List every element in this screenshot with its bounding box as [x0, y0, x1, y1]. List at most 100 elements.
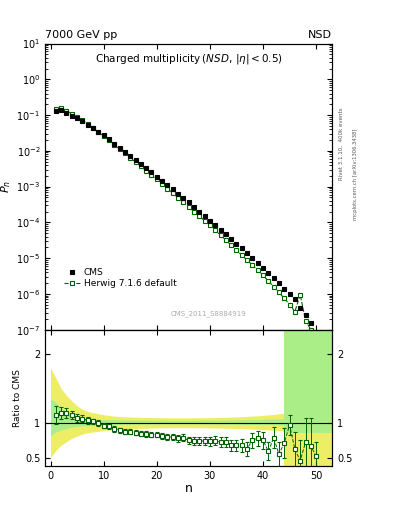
CMS: [96, 129, 101, 135]
Herwig 7.1.6 default: [202, 218, 207, 224]
Herwig 7.1.6 default: [80, 117, 85, 123]
Herwig 7.1.6 default: [277, 289, 281, 295]
Legend: CMS, Herwig 7.1.6 default: CMS, Herwig 7.1.6 default: [61, 265, 179, 291]
CMS: [202, 213, 207, 219]
Herwig 7.1.6 default: [165, 185, 170, 191]
X-axis label: n: n: [185, 482, 193, 495]
CMS: [197, 208, 202, 215]
Herwig 7.1.6 default: [287, 302, 292, 308]
CMS: [186, 199, 191, 205]
Herwig 7.1.6 default: [53, 106, 58, 112]
Herwig 7.1.6 default: [101, 133, 106, 139]
Herwig 7.1.6 default: [186, 204, 191, 210]
CMS: [138, 161, 143, 167]
Text: mcplots.cern.ch [arXiv:1306.3438]: mcplots.cern.ch [arXiv:1306.3438]: [353, 129, 358, 220]
Herwig 7.1.6 default: [107, 137, 111, 143]
CMS: [277, 280, 281, 286]
Herwig 7.1.6 default: [282, 295, 286, 302]
CMS: [133, 157, 138, 163]
Herwig 7.1.6 default: [144, 167, 149, 174]
CMS: [224, 231, 228, 238]
Herwig 7.1.6 default: [292, 309, 297, 315]
CMS: [282, 286, 286, 292]
CMS: [107, 136, 111, 142]
Herwig 7.1.6 default: [224, 237, 228, 243]
Herwig 7.1.6 default: [70, 111, 74, 117]
CMS: [218, 227, 223, 233]
Herwig 7.1.6 default: [85, 121, 90, 127]
Herwig 7.1.6 default: [123, 151, 127, 157]
Herwig 7.1.6 default: [234, 247, 239, 253]
CMS: [287, 291, 292, 297]
CMS: [213, 222, 218, 228]
Herwig 7.1.6 default: [261, 272, 265, 279]
Herwig 7.1.6 default: [138, 163, 143, 169]
Herwig 7.1.6 default: [271, 284, 276, 290]
Herwig 7.1.6 default: [314, 336, 318, 342]
CMS: [314, 334, 318, 340]
CMS: [250, 255, 255, 261]
CMS: [298, 305, 303, 311]
Herwig 7.1.6 default: [250, 262, 255, 268]
CMS: [91, 125, 95, 131]
Herwig 7.1.6 default: [176, 195, 180, 201]
Herwig 7.1.6 default: [170, 190, 175, 196]
CMS: [154, 174, 159, 180]
Herwig 7.1.6 default: [133, 159, 138, 165]
Herwig 7.1.6 default: [197, 213, 202, 219]
Line: CMS: CMS: [53, 108, 319, 340]
Herwig 7.1.6 default: [112, 141, 117, 147]
CMS: [85, 121, 90, 127]
CMS: [181, 195, 185, 201]
Herwig 7.1.6 default: [64, 108, 69, 114]
CMS: [245, 250, 250, 256]
CMS: [170, 186, 175, 193]
CMS: [80, 118, 85, 124]
CMS: [64, 110, 69, 116]
CMS: [266, 270, 271, 276]
CMS: [192, 204, 196, 210]
CMS: [59, 108, 64, 114]
Herwig 7.1.6 default: [128, 155, 132, 161]
CMS: [53, 108, 58, 114]
Herwig 7.1.6 default: [91, 125, 95, 131]
CMS: [160, 178, 164, 184]
Herwig 7.1.6 default: [149, 172, 154, 178]
CMS: [165, 182, 170, 188]
CMS: [144, 165, 149, 171]
CMS: [123, 148, 127, 155]
CMS: [255, 260, 260, 266]
CMS: [101, 132, 106, 138]
Herwig 7.1.6 default: [117, 146, 122, 153]
Herwig 7.1.6 default: [298, 292, 303, 298]
Y-axis label: $\mathit{P_n}$: $\mathit{P_n}$: [0, 180, 13, 193]
CMS: [75, 115, 79, 121]
CMS: [239, 245, 244, 251]
Herwig 7.1.6 default: [266, 278, 271, 284]
Herwig 7.1.6 default: [218, 232, 223, 238]
Text: NSD: NSD: [308, 30, 332, 40]
Herwig 7.1.6 default: [154, 177, 159, 183]
Herwig 7.1.6 default: [181, 199, 185, 205]
Herwig 7.1.6 default: [255, 267, 260, 273]
Text: CMS_2011_S8884919: CMS_2011_S8884919: [171, 310, 246, 317]
Herwig 7.1.6 default: [96, 129, 101, 135]
Herwig 7.1.6 default: [160, 181, 164, 187]
CMS: [229, 236, 233, 242]
Text: Rivet 3.1.10,  400k events: Rivet 3.1.10, 400k events: [339, 107, 344, 180]
Herwig 7.1.6 default: [245, 257, 250, 263]
CMS: [112, 140, 117, 146]
CMS: [309, 321, 313, 327]
CMS: [128, 153, 132, 159]
CMS: [176, 190, 180, 197]
CMS: [149, 169, 154, 176]
Herwig 7.1.6 default: [309, 327, 313, 333]
Herwig 7.1.6 default: [229, 242, 233, 248]
Text: 7000 GeV pp: 7000 GeV pp: [45, 30, 118, 40]
CMS: [208, 218, 212, 224]
CMS: [117, 145, 122, 151]
Herwig 7.1.6 default: [213, 227, 218, 233]
Herwig 7.1.6 default: [208, 222, 212, 228]
CMS: [303, 312, 308, 318]
CMS: [261, 265, 265, 271]
